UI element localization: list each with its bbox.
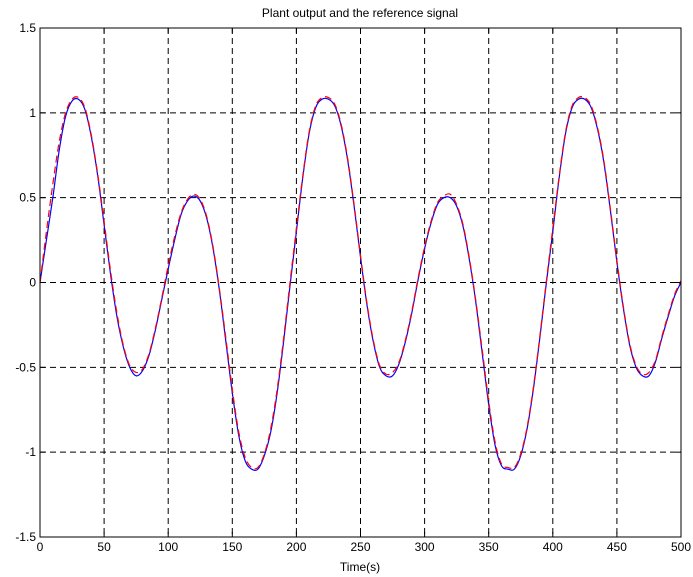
series-line-reference	[39, 95, 682, 470]
y-tick-labels: -1.5 -1 -0.5 0 0.5 1 1.5	[15, 21, 36, 544]
y-tick-label: -0.5	[15, 360, 36, 374]
y-tick-label: 0.5	[19, 191, 36, 205]
x-tick-label: 500	[671, 540, 691, 554]
ticks	[39, 27, 682, 538]
x-tick-label: 0	[37, 540, 44, 554]
series-layer	[39, 95, 682, 472]
x-tick-label: 450	[607, 540, 627, 554]
x-tick-label: 100	[158, 540, 178, 554]
x-tick-label: 150	[222, 540, 242, 554]
chart-title: Plant output and the reference signal	[262, 6, 458, 20]
grid	[40, 28, 681, 537]
x-tick-label: 300	[415, 540, 435, 554]
x-tick-label: 250	[350, 540, 370, 554]
y-tick-label: -1	[25, 445, 36, 459]
x-tick-label: 350	[479, 540, 499, 554]
x-tick-label: 400	[543, 540, 563, 554]
x-tick-labels: 0 50 100 150 200 250 300 350 400 450 500	[37, 540, 692, 554]
x-axis-label: Time(s)	[340, 560, 380, 574]
y-tick-label: -1.5	[15, 530, 36, 544]
y-tick-label: 0	[29, 276, 36, 290]
y-tick-label: 1	[29, 106, 36, 120]
x-tick-label: 50	[97, 540, 111, 554]
x-tick-label: 200	[286, 540, 306, 554]
y-tick-label: 1.5	[19, 21, 36, 35]
